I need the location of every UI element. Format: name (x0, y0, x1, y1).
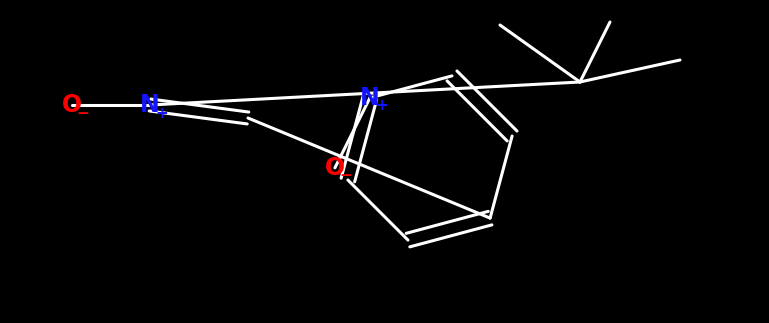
Text: N: N (140, 93, 160, 117)
Text: +: + (155, 106, 168, 120)
Text: −: − (340, 168, 352, 183)
Text: N: N (360, 86, 380, 110)
Text: +: + (375, 99, 388, 113)
Text: O: O (62, 93, 82, 117)
Text: −: − (77, 106, 89, 120)
Text: O: O (325, 156, 345, 180)
